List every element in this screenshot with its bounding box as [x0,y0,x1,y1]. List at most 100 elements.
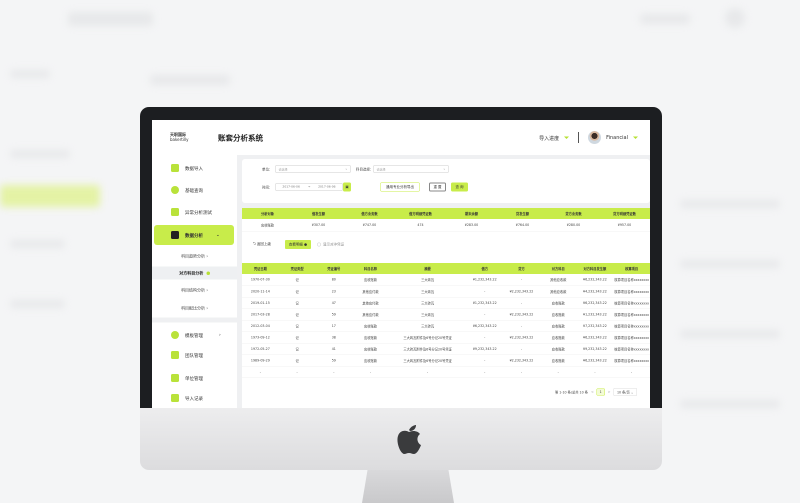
prev-page-button[interactable]: < [590,390,594,394]
table-cell: 记 [278,354,316,367]
sidebar: 数据导入 基础查询 异常分析测试 数据分析 ⌄ 科目趋势分析 › 对方科目分析 科… [152,155,237,408]
page-size-select[interactable]: 10 条/页 ⌄ [613,388,637,396]
submenu-subject-ratio[interactable]: 科目配比分析 › [181,305,208,311]
table-cell: 2020-11-14 [242,285,279,298]
table-cell: 应收账款 [539,343,577,355]
table-cell: 记 [278,308,316,321]
column-header: 凭证日期 [242,263,279,274]
table-cell: ¥6,232,343.22 [466,320,504,332]
chevron-down-icon[interactable] [633,136,638,139]
table-cell: 记 [278,331,316,344]
table-row[interactable]: 1973-09-12 记 38 应收账款 三大砖瓦附件及6号分记20号凭证 - ¥2,232… [242,331,650,344]
table-row[interactable]: 1970-07-30 记 80 应收账款 三大砖瓦 ¥1,232,343.22- 其他应收款… [242,274,650,286]
sidebar-item-import-record[interactable]: 导入记录 [152,388,237,408]
app-screen: 天职国际 bakertilly 账套分析系统 导入进度 Financial 数据导… [152,120,650,408]
table-cell: ¥6,232,343.22 [576,274,614,286]
unit-select[interactable]: 请选择 ⌄ [275,165,351,173]
table-cell: 2019-01-15 [242,297,279,309]
team-icon [171,351,179,359]
reset-button[interactable]: 重 置 [429,182,446,192]
table-cell: ¥2,232,343.22 [503,331,540,344]
chevron-down-icon[interactable] [564,136,570,139]
table-cell: ¥283.00 [446,219,497,232]
table-cell: 核算项目名称xxxxxxxx [613,297,650,309]
table-cell: - [242,366,279,378]
sidebar-item-data-analysis[interactable]: 数据分析 ⌄ [154,225,234,245]
table-cell: 应收账款 [539,320,577,332]
table-cell: - [503,320,540,332]
table-row[interactable]: 2017-03-28 记 59 其他应付款 三大砖瓦 - ¥2,232,343.22 应收账款… [242,308,650,321]
table-cell: 23 [315,285,353,298]
table-row[interactable]: ---------- [242,366,650,378]
table-cell: - [466,308,504,321]
voucher-table: 凭证日期 凭证类型 凭证编号 科目名称 摘要 借方 贷方 对方科目 对方科目发生额 核算项目 197… [242,263,650,378]
table-row[interactable]: 1989-09-29 记 59 应收账款 三大砖瓦附件及6号分记20号凭证 - ¥2,232… [242,354,650,367]
date-range-picker[interactable]: 2017-06-06 → 2017-06-06 [275,183,343,191]
table-cell: - [388,366,467,378]
query-button[interactable]: 查 询 [451,182,468,192]
table-cell: 核算项目名称xxxxxxxx [613,354,650,367]
submenu-subject-structure[interactable]: 科目结构分析 › [181,287,208,293]
time-label: 时间: [262,185,271,190]
export-button[interactable]: 通用专业分析导出 [380,182,420,192]
table-cell: 三大砖瓦 [388,320,467,332]
back-button[interactable]: ⮌ 返回上级 [253,242,271,246]
table-cell: 17 [315,320,353,332]
table-cell: 1972-05-27 [242,343,279,355]
table-cell: ¥764.00 [497,219,548,232]
table-cell: 应收账款 [539,308,577,321]
table-row[interactable]: 1972-05-27 记 41 应收账款 三大砖瓦附件及6号分记20号凭证 ¥9,232,… [242,343,650,355]
sidebar-item-team[interactable]: 团队管理 [152,345,237,365]
subject-label: 科目选择: [356,167,372,172]
pagination: 第 1-10 条/总共 10 条 < 1 > 10 条/页 ⌄ [555,388,637,396]
sidebar-item-data-import[interactable]: 数据导入 [152,158,237,178]
column-header: 凭证编号 [315,263,353,274]
next-page-button[interactable]: > [607,390,611,394]
sidebar-item-basic-query[interactable]: 基础查询 [152,180,237,200]
import-progress-menu[interactable]: 导入进度 [539,135,560,142]
table-row[interactable]: 2012-03-04 记 17 应收账款 三大砖瓦 ¥6,232,343.22- 应收账款 ¥… [242,320,650,332]
table-cell: 三大砖瓦附件及6号分记20号凭证 [388,343,467,355]
table-cell: 1973-09-12 [242,331,279,344]
table-cell: 应收账款 [242,219,293,232]
submenu-counterpart-subject[interactable]: 对方科目分析 [152,266,237,280]
table-cell: 核算项目名称xxxxxxxx [613,308,650,321]
table-cell: 其他应收款 [539,285,577,298]
table-cell: 应收账款 [539,354,577,367]
table-cell: - [466,366,504,378]
avatar[interactable] [588,131,602,144]
table-cell: 1989-09-29 [242,354,279,367]
search-icon [171,186,179,194]
table-row[interactable]: 2020-11-14 记 23 其他应付款 三大砖瓦 - ¥2,232,343.22 其他应收… [242,285,650,298]
calendar-icon[interactable]: ▣ [343,182,351,192]
user-menu[interactable]: Financial [606,134,628,141]
pagination-summary: 第 1-10 条/总共 10 条 [554,390,588,395]
column-header: 借方明细凭证数 [395,208,446,219]
app-title: 账套分析系统 [218,133,264,143]
table-cell: 应收账款 [352,331,389,344]
table-cell: - [466,354,504,367]
table-cell: 记 [278,343,316,355]
building-icon [171,374,179,382]
table-row[interactable]: 2019-01-15 记 47 其他应付款 三大砖瓦 ¥1,232,343.22- 应收账款… [242,297,650,309]
view-detail-button[interactable]: 查看明细 ● [284,240,312,249]
subject-select[interactable]: 请选择 ⌄ [373,165,449,173]
sidebar-item-anomaly-test[interactable]: 异常分析测试 [152,202,237,222]
sidebar-item-template[interactable]: 模板管理 › [152,325,237,345]
table-cell: 三大砖瓦 [388,297,467,309]
table-cell: - [613,366,650,378]
column-header: 核算项目 [613,263,650,274]
sidebar-item-unit[interactable]: 单位管理 [152,368,237,388]
column-header: 借方业务数 [344,208,395,219]
submenu-subject-trend[interactable]: 科目趋势分析 › [181,253,208,259]
table-cell: ¥6,232,343.22 [576,354,614,367]
show-offset-radio[interactable]: 显示对冲凭证 [317,242,344,247]
record-icon [171,394,179,402]
page-1-button[interactable]: 1 [596,388,605,396]
divider [152,317,237,323]
column-header: 贷方 [503,263,540,274]
table-cell: - [503,274,540,286]
column-header: 借发生额 [293,208,344,219]
table-cell: 记 [278,297,316,309]
